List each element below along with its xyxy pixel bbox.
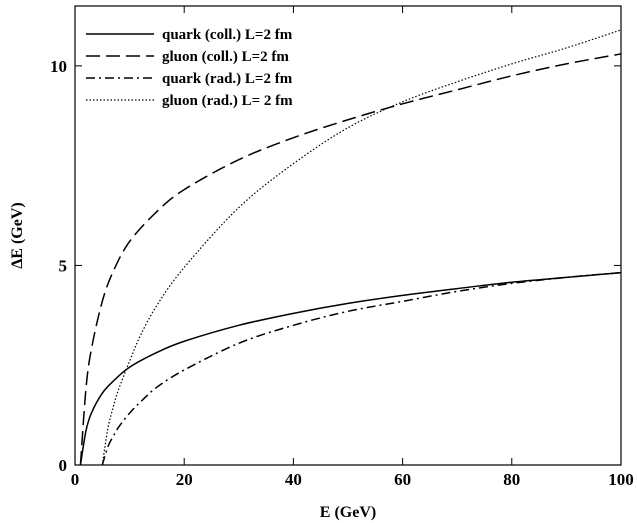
legend-label: quark (rad.) L=2 fm (162, 71, 293, 87)
y-tick-label: 0 (59, 456, 68, 475)
y-tick-label: 10 (50, 57, 67, 76)
x-tick-label: 20 (176, 470, 193, 489)
series-lines (79, 29, 622, 466)
y-tick-label: 5 (59, 256, 68, 275)
series-line-2 (79, 53, 622, 466)
legend-label: gluon (coll.) L=2 fm (162, 49, 289, 65)
legend-label: gluon (rad.) L= 2 fm (162, 93, 293, 109)
series-line-1 (79, 271, 622, 466)
x-tick-label: 0 (71, 470, 80, 489)
axes: 0 20 40 60 80 100 0 5 10 E (GeV) ΔE (GeV) (9, 5, 634, 521)
legend-label: quark (coll.) L=2 fm (162, 27, 293, 43)
series-line-3 (101, 271, 622, 466)
legend: quark (coll.) L=2 fm gluon (coll.) L=2 fm… (86, 27, 293, 109)
x-axis-label: E (GeV) (320, 504, 376, 521)
x-tick-label: 80 (503, 470, 520, 489)
x-tick-label: 60 (394, 470, 411, 489)
x-tick-label: 100 (608, 470, 634, 489)
x-tick-label: 40 (285, 470, 302, 489)
y-axis-label: ΔE (GeV) (9, 202, 26, 268)
plot-frame (74, 5, 622, 466)
